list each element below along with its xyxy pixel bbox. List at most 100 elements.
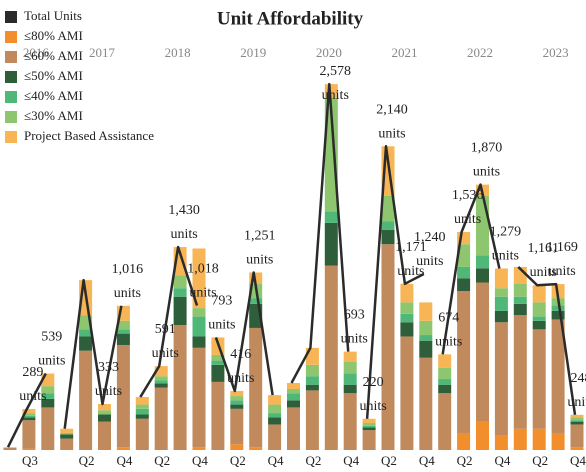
bar-segment	[324, 265, 338, 450]
x-tick-label: Q2	[457, 453, 473, 468]
bar-segment	[230, 396, 244, 401]
bar-segment	[116, 344, 130, 448]
bar-segment	[22, 420, 36, 449]
bar-segment	[494, 288, 508, 297]
bar-segment	[268, 413, 282, 418]
total-line	[441, 183, 501, 355]
data-label: 693 units	[341, 308, 368, 347]
bar-segment	[570, 421, 584, 425]
data-label: 1,016 units	[112, 262, 144, 301]
legend-swatch	[5, 51, 17, 63]
bar-segment	[570, 417, 584, 421]
bar-segment	[79, 329, 93, 337]
bar-segment	[211, 354, 225, 361]
legend-swatch	[5, 91, 17, 103]
x-tick-label: Q2	[230, 453, 246, 468]
bar-segment	[381, 244, 395, 450]
total-line	[517, 266, 577, 415]
bar-segment	[362, 423, 376, 426]
year-label: 2019	[240, 45, 266, 60]
bar-segment	[362, 430, 376, 450]
bar-segment	[60, 438, 74, 450]
data-label: 248units	[567, 371, 586, 410]
bar-segment	[494, 268, 508, 289]
legend-label: ≤40% AMI	[24, 88, 83, 103]
bar-segment	[154, 366, 168, 377]
data-label: 1,161 units	[527, 241, 559, 280]
bar-segment	[116, 329, 130, 334]
bar-segment	[192, 347, 206, 448]
data-label: 1,870 units	[471, 141, 503, 180]
bar-segment	[419, 320, 433, 336]
bar-segment	[173, 275, 187, 289]
bar-segment	[135, 418, 149, 450]
bar-segment	[324, 98, 338, 212]
x-tick-label: Q4	[343, 453, 359, 468]
total-line	[6, 372, 47, 448]
total-line	[214, 271, 274, 396]
bar-segment	[362, 418, 376, 424]
bar-segment	[570, 420, 584, 422]
bar-segment	[154, 376, 168, 381]
bar-segment	[476, 421, 489, 450]
bar-segment	[570, 424, 584, 448]
bar-segment	[400, 283, 414, 303]
data-label: 2,140 units	[376, 103, 408, 142]
bar-segment	[98, 410, 111, 415]
bar-segment	[60, 434, 74, 439]
bar-segment	[305, 376, 319, 385]
bar-segment	[173, 296, 187, 326]
data-label: 793 units	[208, 294, 235, 333]
x-tick-label: Q4	[192, 453, 208, 468]
bar-segment	[230, 444, 244, 450]
bar-segment	[438, 379, 452, 385]
year-label: 2017	[89, 45, 116, 60]
bar-segment	[192, 447, 206, 450]
legend-swatch	[5, 131, 17, 143]
legend-swatch	[5, 11, 17, 23]
bar-segment	[362, 427, 376, 431]
bar-segment	[494, 310, 508, 323]
total-line	[63, 278, 123, 429]
bar-segment	[249, 298, 263, 304]
bar-segment	[41, 398, 55, 408]
bar-segment	[98, 421, 111, 450]
bar-segment	[22, 408, 36, 414]
bar-segment	[192, 316, 206, 337]
bar-segment	[343, 393, 357, 450]
bar-segment	[381, 230, 395, 245]
bar-segment	[41, 407, 55, 450]
bar-segment	[513, 303, 527, 316]
legend-label: ≤80% AMI	[24, 28, 83, 43]
bar-segment	[438, 393, 452, 450]
bar-segment	[532, 329, 546, 429]
data-label: 2,578 units	[320, 64, 352, 103]
bar-segment	[249, 327, 263, 448]
bar-segment	[268, 417, 282, 425]
bar-segment	[419, 302, 433, 321]
bar-segment	[381, 221, 395, 231]
bar-segment	[211, 381, 225, 450]
x-tick-label: Q2	[532, 453, 548, 468]
bar-segment	[532, 285, 546, 303]
legend-swatch	[5, 31, 17, 43]
bar-segment	[494, 322, 508, 436]
x-tick-label: Q4	[570, 453, 586, 468]
data-label: 674 units	[435, 311, 462, 350]
bar-segment	[154, 387, 168, 450]
bar-segment	[438, 367, 452, 380]
bar-segment	[192, 248, 206, 309]
year-label: 2020	[316, 45, 342, 60]
x-tick-label: Q2	[154, 453, 170, 468]
data-label: 289 units	[19, 365, 46, 404]
bar-segment	[135, 408, 149, 415]
bar-segment	[249, 447, 263, 450]
data-label: 1,018 units	[187, 262, 219, 301]
x-tick-label: Q3	[22, 453, 38, 468]
bar-segment	[551, 432, 565, 450]
bar-segment	[532, 302, 546, 317]
bar-segment	[230, 400, 244, 405]
data-label: 1,279 units	[490, 225, 522, 264]
bar-segment	[476, 282, 489, 422]
